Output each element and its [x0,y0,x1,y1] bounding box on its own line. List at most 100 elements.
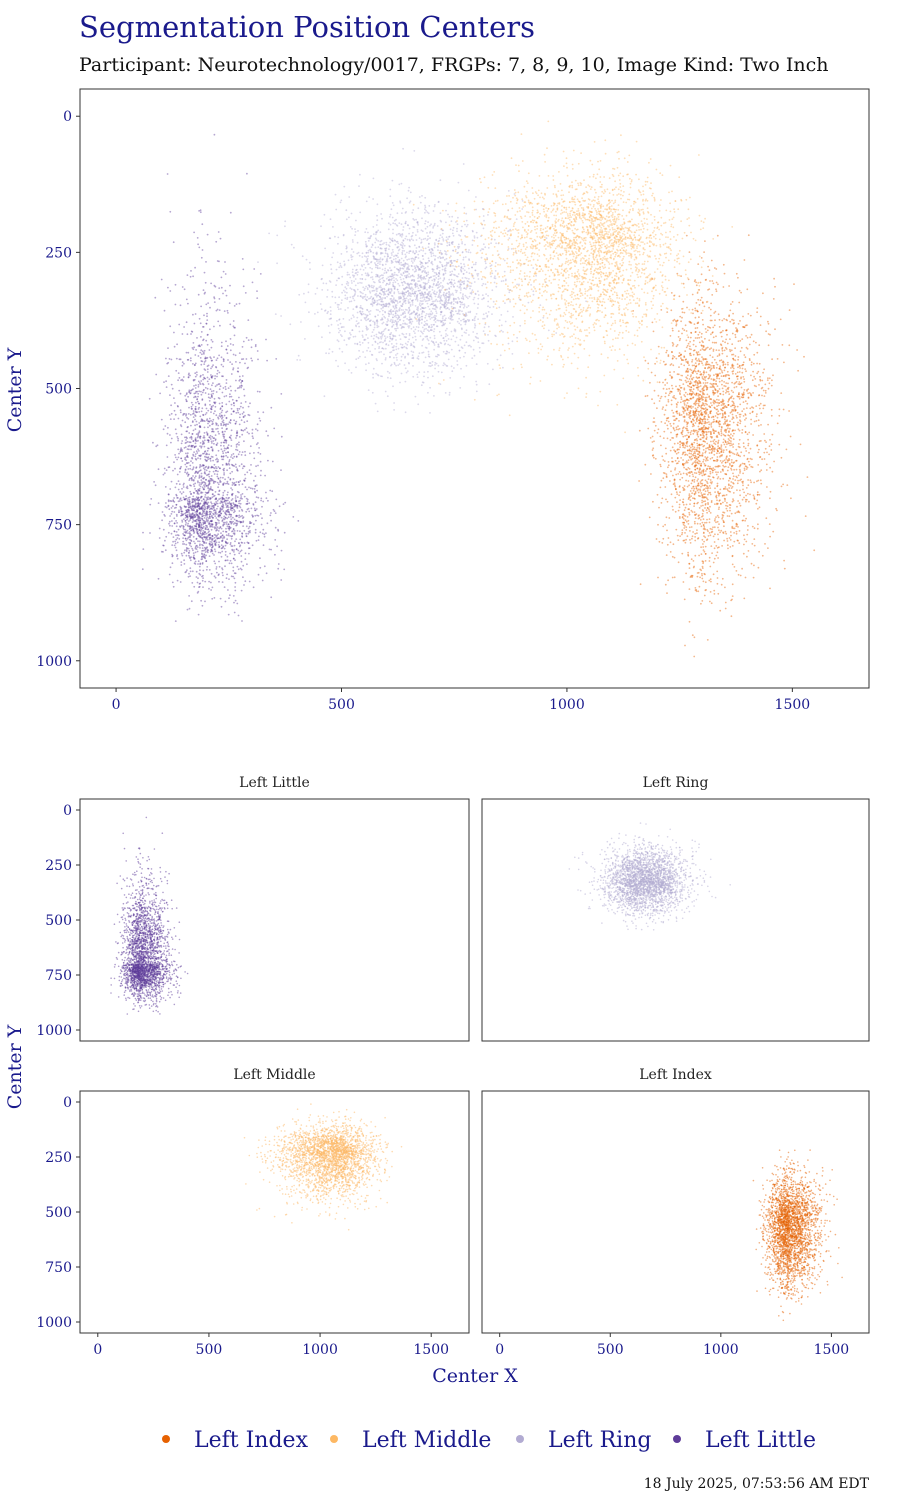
data-point [181,487,183,490]
data-point [356,264,359,267]
data-point [446,334,449,337]
data-point [228,529,231,531]
data-point [243,465,246,468]
data-point [223,472,226,474]
data-point [202,542,205,544]
data-point [248,486,250,489]
data-point [365,334,368,336]
data-point [396,323,398,326]
data-point [197,519,200,522]
data-point [212,495,215,498]
data-point [488,383,491,386]
data-point [244,401,247,403]
data-point [484,246,487,249]
data-point [477,303,480,306]
data-point [201,353,203,356]
data-point [212,516,214,519]
data-point [200,526,203,529]
data-point [388,279,390,281]
data-point [407,299,410,301]
data-point [402,309,404,311]
data-point [424,293,427,295]
data-point [450,365,453,368]
data-point [203,504,206,506]
data-point [187,502,189,505]
data-point [375,224,378,226]
data-point [190,505,193,508]
data-point [205,560,208,563]
data-point [224,388,227,391]
data-point [241,535,243,537]
data-point [495,242,497,245]
data-point [498,319,501,321]
data-point [237,568,240,571]
data-point [365,363,367,366]
data-point [214,534,217,537]
data-point [326,296,328,298]
data-point [188,607,191,610]
data-point [430,310,433,313]
data-point [194,563,197,565]
data-point [258,417,261,420]
data-point [359,312,362,314]
data-point [213,437,216,440]
data-point [485,293,487,295]
data-point [186,608,189,611]
data-point [228,527,231,530]
data-point [421,326,424,329]
data-point [352,308,355,310]
data-point [242,268,245,271]
data-point [196,452,199,454]
data-point [198,450,200,452]
data-point [366,260,369,263]
data-point [399,343,402,346]
data-point [194,505,197,508]
data-point [203,271,206,274]
data-point [379,231,382,234]
data-point [402,229,404,231]
data-point [375,273,378,276]
data-point [190,540,193,542]
data-point [209,524,212,527]
data-point [261,505,263,508]
data-point [423,293,425,296]
data-point [182,525,185,527]
data-point [248,552,250,555]
data-point [201,505,204,508]
data-point [213,356,215,358]
data-point [213,296,216,298]
data-point [215,511,217,514]
data-point [167,361,170,364]
data-point [195,371,198,374]
data-point [236,524,238,526]
data-point [373,334,376,337]
data-point [221,464,224,466]
data-point [444,267,447,270]
data-point [434,295,437,298]
data-point [220,448,223,451]
data-point [231,549,234,552]
data-point [211,435,214,438]
data-point [206,536,209,539]
data-point [232,410,235,413]
data-point [473,317,476,320]
data-point [188,531,191,533]
data-point [308,311,310,314]
data-point [197,496,200,499]
data-point [542,316,545,319]
data-point [198,246,201,249]
data-point [188,498,191,501]
data-point [197,380,200,383]
data-point [323,395,326,398]
data-point [188,513,191,515]
data-point [204,404,207,407]
data-point [214,469,217,472]
data-point [266,359,268,362]
data-point [238,514,241,517]
data-point [202,555,205,557]
data-point [475,363,478,365]
data-point [214,491,217,493]
data-point [392,310,395,312]
data-point [195,467,198,469]
data-point [221,391,224,394]
